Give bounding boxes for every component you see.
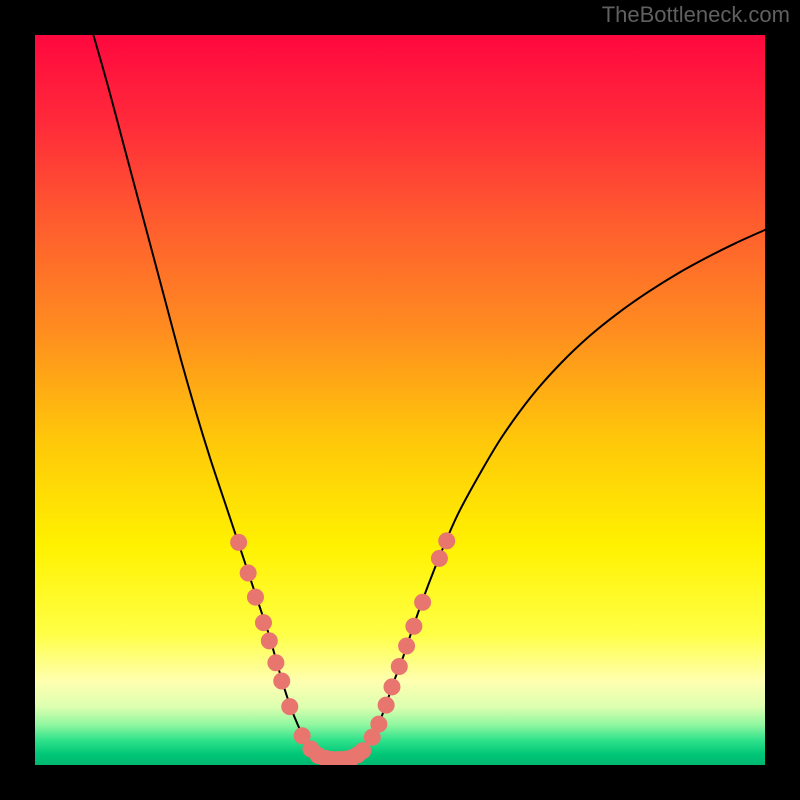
data-marker	[415, 594, 431, 610]
data-marker	[371, 716, 387, 732]
data-marker	[399, 638, 415, 654]
data-marker	[261, 633, 277, 649]
data-marker	[268, 655, 284, 671]
data-marker	[282, 699, 298, 715]
chart-frame: TheBottleneck.com	[0, 0, 800, 800]
bottleneck-curve	[93, 35, 765, 760]
marker-group	[231, 533, 455, 765]
data-marker	[384, 679, 400, 695]
data-marker	[231, 534, 247, 550]
data-marker	[406, 618, 422, 634]
data-marker	[240, 565, 256, 581]
source-watermark: TheBottleneck.com	[602, 2, 790, 28]
data-marker	[355, 743, 371, 759]
data-marker	[274, 673, 290, 689]
data-marker	[255, 615, 271, 631]
data-marker	[431, 550, 447, 566]
plot-area	[35, 35, 765, 765]
curve-overlay	[35, 35, 765, 765]
data-marker	[439, 533, 455, 549]
data-marker	[247, 589, 263, 605]
data-marker	[391, 658, 407, 674]
data-marker	[378, 697, 394, 713]
